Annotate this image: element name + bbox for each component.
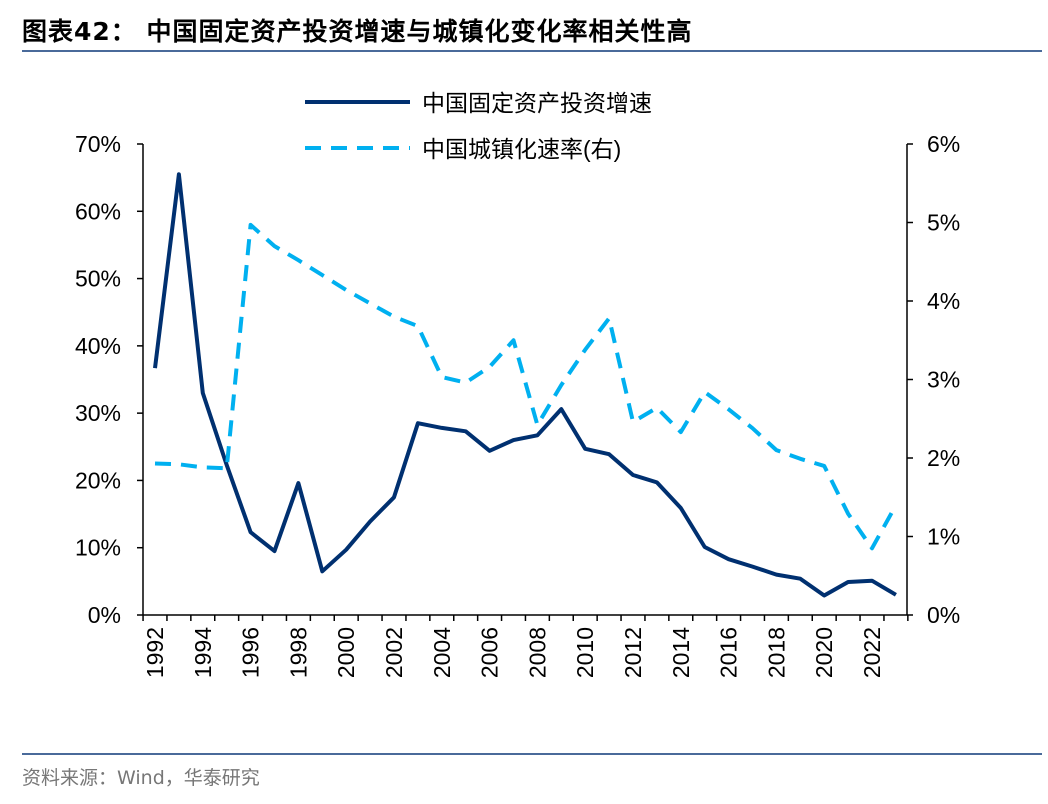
- series-line-0: [153, 172, 897, 598]
- left-tick-label: 60%: [75, 198, 121, 224]
- right-tick-label: 0%: [927, 602, 960, 628]
- x-tick-label: 1994: [190, 627, 216, 678]
- x-tick-label: 1998: [285, 627, 311, 678]
- left-tick-label: 70%: [75, 131, 121, 157]
- x-tick-label: 2016: [716, 627, 742, 678]
- x-tick-label: 2002: [381, 627, 407, 678]
- right-tick-label: 2%: [927, 445, 960, 471]
- right-tick-label: 3%: [927, 367, 960, 393]
- title-divider: [22, 50, 1042, 52]
- source-note: 资料来源：Wind，华泰研究: [22, 767, 260, 789]
- left-tick-label: 40%: [75, 333, 121, 359]
- x-tick-label: 2020: [811, 627, 837, 678]
- x-tick-label: 2014: [668, 627, 694, 678]
- left-tick-label: 10%: [75, 535, 121, 561]
- x-tick-label: 2012: [620, 627, 646, 678]
- x-tick-label: 1992: [142, 627, 168, 678]
- legend-label-1: 中国城镇化速率(右): [422, 136, 621, 162]
- right-tick-label: 4%: [927, 288, 960, 314]
- figure-title: 图表42： 中国固定资产投资增速与城镇化变化率相关性高: [22, 17, 693, 46]
- x-tick-label: 1996: [238, 627, 264, 678]
- x-tick-label: 2006: [477, 627, 503, 678]
- left-tick-label: 30%: [75, 400, 121, 426]
- right-tick-label: 1%: [927, 524, 960, 550]
- source-divider: [22, 753, 1042, 755]
- x-tick-label: 2010: [572, 627, 598, 678]
- x-tick-label: 2000: [333, 627, 359, 678]
- left-tick-label: 20%: [75, 467, 121, 493]
- series-line-1: [154, 222, 898, 551]
- x-tick-label: 2004: [429, 627, 455, 678]
- right-tick-label: 6%: [927, 131, 960, 157]
- chart: 0% 10% 20% 30% 40% 50% 60% 70% 0% 1% 2% 3% 4% 5% 6% 199…: [75, 90, 960, 678]
- x-tick-label: 2022: [859, 627, 885, 678]
- x-tick-label: 2008: [524, 627, 550, 678]
- right-tick-label: 5%: [927, 210, 960, 236]
- left-tick-label: 50%: [75, 266, 121, 292]
- legend-label-0: 中国固定资产投资增速: [422, 90, 652, 116]
- x-tick-label: 2018: [763, 627, 789, 678]
- left-tick-label: 0%: [88, 602, 121, 628]
